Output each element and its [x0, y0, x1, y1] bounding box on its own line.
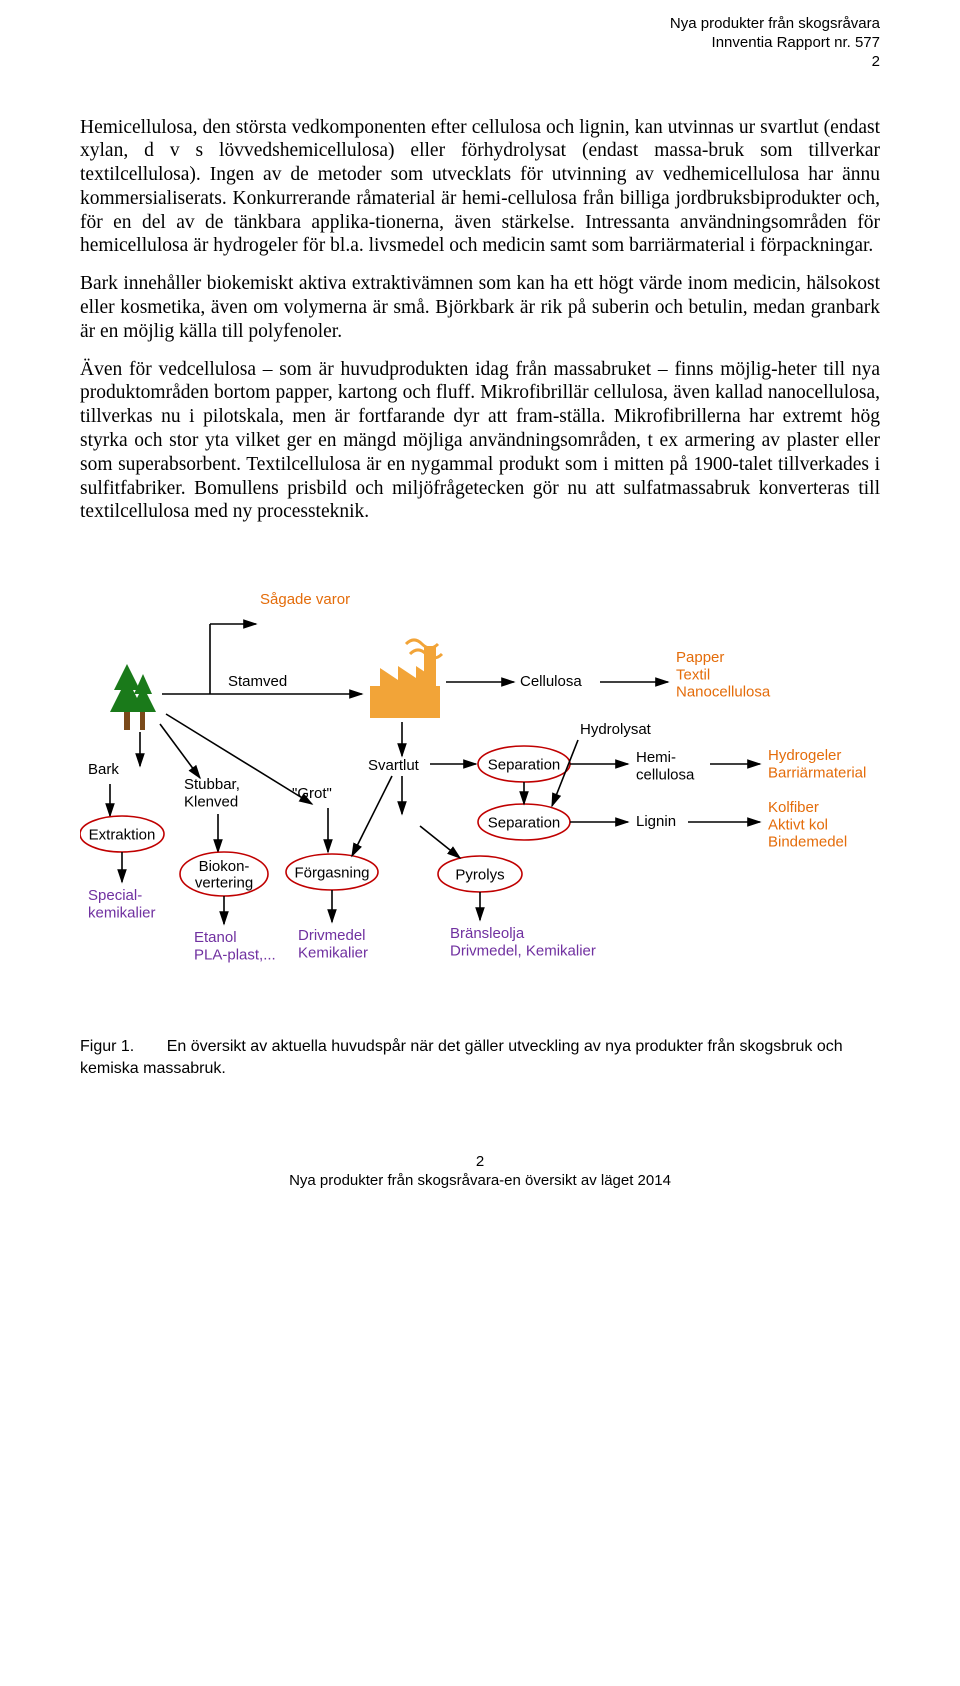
diagram-svg: Stamved Sågade varor Bark Extraktion Special… [80, 564, 880, 994]
svg-text:Nanocellulosa: Nanocellulosa [676, 684, 771, 701]
figure-label: Figur 1. [80, 1038, 134, 1055]
figure-text: En översikt av aktuella huvudspår när de… [80, 1038, 843, 1077]
svg-text:Cellulosa: Cellulosa [520, 673, 582, 690]
footer-line: Nya produkter från skogsråvara-en översi… [80, 1172, 880, 1191]
paragraph-1: Hemicellulosa, den största vedkomponente… [80, 116, 880, 259]
svg-text:"Grot": "Grot" [292, 785, 332, 802]
header-line-2: Innventia Rapport nr. 577 [80, 33, 880, 52]
svg-text:Special-: Special- [88, 887, 142, 904]
svg-text:Klenved: Klenved [184, 793, 238, 810]
svg-text:Lignin: Lignin [636, 813, 676, 830]
svg-text:Papper: Papper [676, 649, 724, 666]
svg-text:Sågade varor: Sågade varor [260, 591, 350, 608]
body-text: Hemicellulosa, den största vedkomponente… [80, 116, 880, 525]
svg-text:kemikalier: kemikalier [88, 904, 156, 921]
document-page: Nya produkter från skogsråvara Innventia… [0, 0, 960, 1231]
svg-text:Separation: Separation [488, 814, 561, 831]
svg-text:Bark: Bark [88, 761, 119, 778]
svg-text:Pyrolys: Pyrolys [455, 866, 504, 883]
svg-text:Drivmedel: Drivmedel [298, 927, 366, 944]
svg-text:Extraktion: Extraktion [89, 826, 156, 843]
svg-text:Förgasning: Förgasning [294, 864, 369, 881]
svg-text:Hydrogeler: Hydrogeler [768, 747, 841, 764]
svg-text:Etanol: Etanol [194, 929, 237, 946]
figure-caption: Figur 1. En översikt av aktuella huvudsp… [80, 1036, 880, 1079]
svg-text:Textil: Textil [676, 666, 710, 683]
header-line-3: 2 [80, 52, 880, 71]
flow-diagram: Stamved Sågade varor Bark Extraktion Special… [80, 564, 880, 994]
svg-text:cellulosa: cellulosa [636, 766, 695, 783]
header-line-1: Nya produkter från skogsråvara [80, 14, 880, 33]
svg-text:Svartlut: Svartlut [368, 757, 420, 774]
paragraph-3: Även för vedcellulosa – som är huvudprod… [80, 358, 880, 524]
svg-text:Drivmedel, Kemikalier: Drivmedel, Kemikalier [450, 942, 596, 959]
svg-text:Stubbar,: Stubbar, [184, 776, 240, 793]
svg-text:Kemikalier: Kemikalier [298, 944, 368, 961]
svg-text:PLA-plast,...: PLA-plast,... [194, 946, 276, 963]
svg-text:Barriärmaterial: Barriärmaterial [768, 764, 866, 781]
page-footer: 2 Nya produkter från skogsråvara-en över… [80, 1153, 880, 1191]
svg-text:Kolfiber: Kolfiber [768, 799, 819, 816]
svg-text:Biokon-: Biokon- [199, 858, 250, 875]
svg-text:Stamved: Stamved [228, 673, 287, 690]
svg-text:Bränsleolja: Bränsleolja [450, 925, 525, 942]
page-header: Nya produkter från skogsråvara Innventia… [80, 14, 880, 72]
svg-text:Hemi-: Hemi- [636, 749, 676, 766]
svg-text:vertering: vertering [195, 875, 253, 892]
footer-page-number: 2 [80, 1153, 880, 1172]
svg-text:Separation: Separation [488, 756, 561, 773]
svg-text:Bindemedel: Bindemedel [768, 834, 847, 851]
svg-text:Hydrolysat: Hydrolysat [580, 721, 652, 738]
paragraph-2: Bark innehåller biokemiskt aktiva extrak… [80, 272, 880, 343]
svg-text:Aktivt kol: Aktivt kol [768, 816, 828, 833]
